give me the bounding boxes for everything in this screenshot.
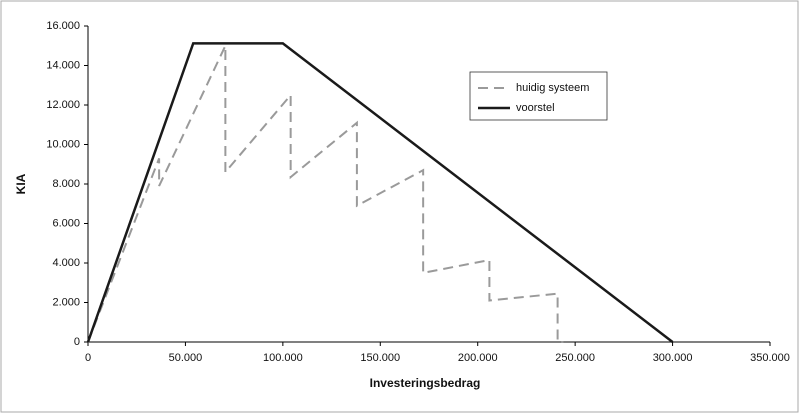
y-tick-label: 6.000 bbox=[52, 217, 80, 229]
y-tick-label: 14.000 bbox=[46, 59, 80, 71]
y-tick-label: 8.000 bbox=[52, 178, 80, 190]
x-tick-label: 150.000 bbox=[360, 352, 400, 364]
x-tick-label: 300.000 bbox=[653, 352, 693, 364]
y-axis-title: KIA bbox=[14, 173, 28, 194]
x-tick-label: 0 bbox=[85, 352, 91, 364]
legend-box bbox=[469, 71, 608, 121]
y-tick-label: 2.000 bbox=[52, 296, 80, 308]
series-line bbox=[87, 45, 564, 343]
y-tick-label: 4.000 bbox=[52, 257, 80, 269]
x-tick-label: 200.000 bbox=[458, 352, 498, 364]
x-tick-label: 350.000 bbox=[750, 352, 790, 364]
y-tick-label: 0 bbox=[74, 336, 80, 348]
x-tick-label: 50.000 bbox=[169, 352, 203, 364]
series-line bbox=[86, 42, 674, 343]
legend-label: voorstel bbox=[516, 102, 555, 114]
y-tick-label: 10.000 bbox=[46, 138, 80, 150]
y-tick-label: 16.000 bbox=[46, 20, 80, 32]
x-tick-label: 100.000 bbox=[263, 352, 303, 364]
x-axis-title: Investeringsbedrag bbox=[370, 376, 481, 390]
legend-label: huidig systeem bbox=[516, 82, 589, 94]
y-tick-label: 12.000 bbox=[46, 99, 80, 111]
x-tick-label: 250.000 bbox=[555, 352, 595, 364]
